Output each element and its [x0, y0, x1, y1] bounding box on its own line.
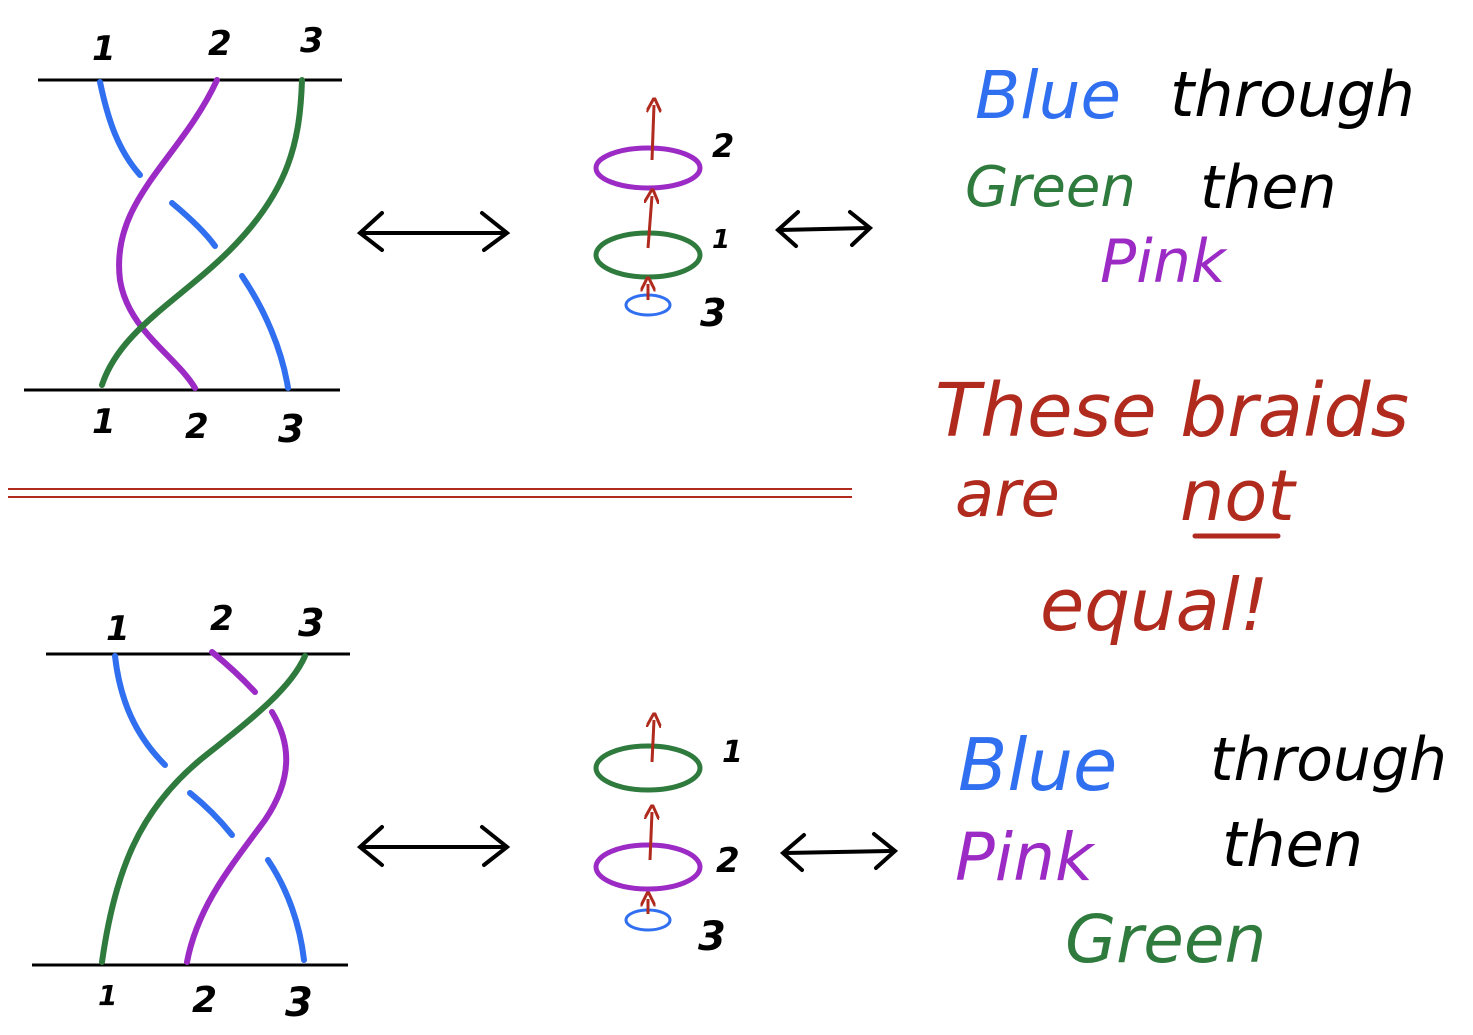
bottom-braid-pink-strand-b — [184, 709, 290, 965]
top-braid-bottom-label-1: 1 — [92, 402, 116, 442]
top-braid-green-strand — [99, 77, 305, 388]
bottom-description: Blue through Pink then Green — [955, 723, 1447, 978]
top-description: Blue through Green then Pink — [965, 57, 1415, 297]
bottom-text-pink: Pink — [955, 819, 1096, 896]
bottom-braid-bottom-label-1: 1 — [98, 979, 117, 1012]
bottom-braid-pink-strand-a — [209, 649, 258, 695]
bottom-text-then: then — [1222, 808, 1363, 881]
bottom-braid-bottom-label-3: 3 — [285, 980, 313, 1026]
red-arrow-icon — [650, 812, 652, 861]
bottom-braid-top-label-2: 2 — [210, 599, 234, 639]
red-arrow-icon — [652, 720, 654, 763]
top-text-green: Green — [965, 155, 1136, 220]
top-braid-blue-strand-b — [169, 200, 218, 249]
red-arrow-icon — [648, 196, 652, 249]
top-text-pink: Pink — [1100, 227, 1228, 297]
left-right-arrow-icon — [356, 825, 511, 867]
bottom-braid-bottom-label-2: 2 — [192, 980, 217, 1021]
conclusion-equal: equal! — [1040, 563, 1269, 647]
loop-label-3: 3 — [698, 914, 726, 960]
bottom-braid-blue-strand-c — [265, 857, 307, 963]
top-braid: 1 2 3 1 2 3 — [24, 21, 342, 451]
left-right-arrow-icon — [779, 832, 899, 872]
section-divider — [8, 488, 852, 498]
top-braid-blue-strand-a — [97, 79, 143, 178]
loop-label-1: 1 — [712, 225, 730, 255]
top-braid-bottom-label-3: 3 — [278, 407, 304, 451]
bottom-braid-top-label-3: 3 — [298, 601, 324, 645]
top-braid-top-label-1: 1 — [92, 29, 116, 69]
bottom-braid-blue-strand-a — [112, 653, 168, 768]
conclusion-are: are — [955, 458, 1060, 532]
loop-label-2: 2 — [716, 841, 740, 881]
bottom-braid-blue-strand-b — [187, 790, 235, 838]
top-text-blue: Blue — [975, 57, 1121, 134]
top-braid-pink-strand — [116, 77, 220, 391]
bottom-braid: 1 2 3 1 2 3 — [32, 599, 350, 1026]
left-right-arrow-icon — [356, 211, 511, 252]
green-loop — [593, 743, 703, 793]
conclusion: These braids are not equal! — [935, 368, 1409, 647]
top-text-through: through — [1170, 58, 1415, 131]
bottom-text-green: Green — [1065, 901, 1266, 978]
top-braid-blue-strand-c — [239, 273, 291, 391]
pink-loop — [593, 145, 703, 191]
loop-label-1: 1 — [722, 735, 743, 770]
bottom-loops: 1 2 3 — [593, 720, 743, 960]
top-loops: 2 1 3 — [593, 105, 734, 335]
bottom-braid-green-strand — [99, 653, 308, 965]
bottom-braid-top-label-1: 1 — [106, 609, 130, 649]
left-right-arrow-icon — [775, 210, 874, 248]
loop-label-3: 3 — [700, 291, 726, 335]
loop-label-2: 2 — [712, 127, 734, 165]
top-text-then: then — [1200, 153, 1337, 223]
pink-loop — [593, 842, 703, 892]
top-braid-top-label-3: 3 — [300, 21, 324, 61]
top-braid-top-label-2: 2 — [208, 24, 232, 64]
red-arrow-icon — [652, 105, 654, 161]
top-braid-bottom-label-2: 2 — [185, 407, 209, 447]
bottom-text-blue: Blue — [958, 723, 1117, 807]
bottom-text-through: through — [1210, 725, 1447, 795]
conclusion-not: not — [1180, 455, 1297, 537]
conclusion-line1: These braids — [935, 368, 1409, 454]
